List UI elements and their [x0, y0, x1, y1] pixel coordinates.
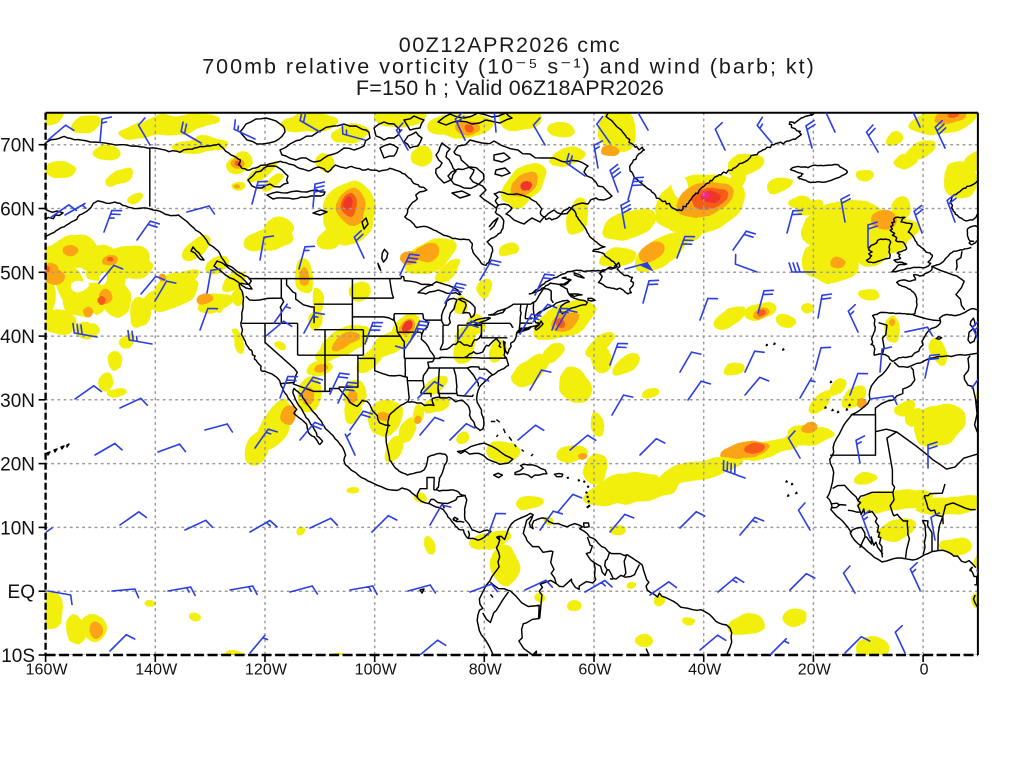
svg-text:80W: 80W: [469, 662, 503, 679]
svg-text:140W: 140W: [135, 662, 178, 679]
svg-text:0: 0: [920, 662, 929, 679]
svg-text:EQ: EQ: [8, 582, 35, 603]
svg-text:60N: 60N: [0, 200, 35, 221]
svg-text:160W: 160W: [25, 662, 68, 679]
svg-text:40N: 40N: [0, 327, 35, 348]
svg-text:10S: 10S: [1, 646, 35, 667]
svg-text:100W: 100W: [355, 662, 398, 679]
svg-text:700mb relative vorticity (10⁻⁵: 700mb relative vorticity (10⁻⁵ s⁻¹) and …: [202, 55, 816, 79]
svg-text:F=150 h ; Valid 06Z18APR2026: F=150 h ; Valid 06Z18APR2026: [356, 76, 664, 100]
svg-text:120W: 120W: [245, 662, 288, 679]
svg-text:10N: 10N: [0, 518, 35, 539]
svg-text:40W: 40W: [688, 662, 722, 679]
svg-text:30N: 30N: [0, 391, 35, 412]
svg-text:50N: 50N: [0, 263, 35, 284]
svg-text:60W: 60W: [578, 662, 612, 679]
svg-text:20N: 20N: [0, 455, 35, 476]
svg-text:20W: 20W: [798, 662, 832, 679]
svg-text:70N: 70N: [0, 136, 35, 157]
svg-text:00Z12APR2026 cmc: 00Z12APR2026 cmc: [399, 33, 621, 57]
